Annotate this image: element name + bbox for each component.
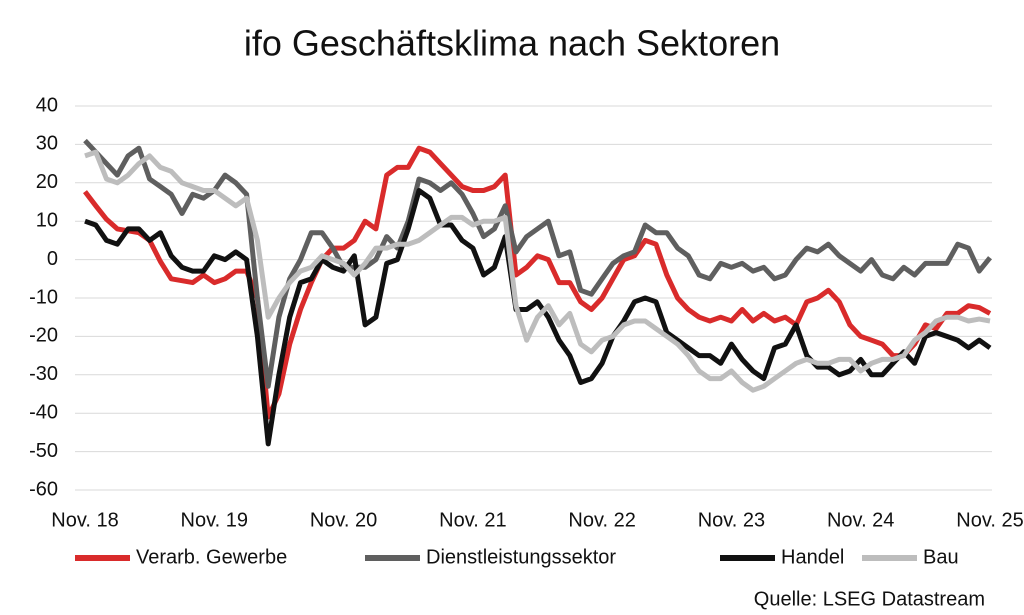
x-tick-label: Nov. 23: [698, 509, 765, 531]
legend-label: Bau: [923, 546, 959, 568]
x-tick-label: Nov. 21: [439, 509, 506, 531]
y-tick-label: 20: [36, 171, 58, 193]
x-tick-label: Nov. 22: [568, 509, 635, 531]
legend-label: Handel: [781, 546, 844, 568]
x-tick-label: Nov. 24: [827, 509, 894, 531]
series-line: [84, 188, 992, 447]
x-tick-label: Nov. 18: [51, 509, 118, 531]
x-tick-label: Nov. 19: [181, 509, 248, 531]
y-tick-label: -20: [29, 325, 58, 347]
x-tick-label: Nov. 25: [956, 509, 1023, 531]
series-line: [84, 149, 991, 393]
y-tick-label: -50: [29, 440, 58, 462]
legend-label: Verarb. Gewerbe: [136, 546, 287, 568]
y-tick-label: 40: [36, 94, 58, 116]
series-line: [83, 145, 992, 420]
y-tick-label: -40: [29, 401, 58, 423]
y-tick-label: -30: [29, 363, 58, 385]
y-tick-label: 30: [36, 133, 58, 155]
chart-title: ifo Geschäftsklima nach Sektoren: [244, 23, 780, 64]
y-tick-label: -10: [29, 286, 58, 308]
legend-label: Dienstleistungssektor: [426, 546, 616, 568]
y-tick-label: 10: [36, 209, 58, 231]
series-line: [83, 138, 992, 389]
y-tick-label: 0: [47, 248, 58, 270]
source-note: Quelle: LSEG Datastream: [754, 588, 985, 610]
x-tick-label: Nov. 20: [310, 509, 377, 531]
y-tick-label: -60: [29, 478, 58, 500]
